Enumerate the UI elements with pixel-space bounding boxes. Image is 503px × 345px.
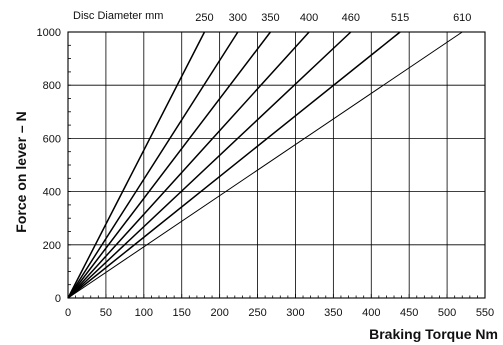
y-tick-label: 800 [43,80,61,92]
series-line-350 [67,31,272,299]
diameter-label-350: 350 [261,12,279,24]
x-tick-label: 50 [100,307,112,319]
diameter-label-610: 610 [453,12,471,24]
series-line-460 [67,31,352,299]
series-lines [67,31,463,299]
y-tick-label: 0 [55,293,61,305]
diameter-label-400: 400 [300,12,318,24]
series-line-610 [67,31,463,299]
y-tick-label: 1000 [37,27,61,39]
diameter-label-460: 460 [342,12,360,24]
y-axis-label: Force on lever – N [13,111,29,232]
series-line-515 [67,31,401,299]
x-tick-label: 0 [65,307,71,319]
y-tick-label: 200 [43,240,61,252]
y-tick-label: 400 [43,187,61,199]
x-tick-label: 250 [248,307,266,319]
x-tick-label: 400 [362,307,380,319]
diameter-labels: 250 300 350 400 460 515 610 [195,12,471,24]
diameter-label-250: 250 [195,12,213,24]
x-tick-label: 450 [400,307,418,319]
series-line-400 [67,31,310,299]
series-line-300 [67,31,239,299]
diameter-label-515: 515 [391,12,409,24]
x-axis-label: Braking Torque Nm [369,326,498,342]
x-tick-label: 350 [324,307,342,319]
minor-ticks [67,31,486,299]
y-tick-label: 600 [43,133,61,145]
grid [67,31,486,299]
x-tick-labels: 0 50 100 150 200 250 300 350 400 450 500 550 [65,307,494,319]
y-tick-labels: 0 200 400 600 800 1000 [37,27,61,305]
chart-title: Disc Diameter mm [73,10,163,22]
series-line-250 [67,31,206,299]
x-tick-label: 550 [476,307,494,319]
x-tick-label: 200 [210,307,228,319]
x-tick-label: 100 [135,307,153,319]
x-tick-label: 500 [438,307,456,319]
x-tick-label: 300 [286,307,304,319]
diameter-label-300: 300 [229,12,247,24]
plot-frame [67,31,486,299]
x-tick-label: 150 [173,307,191,319]
